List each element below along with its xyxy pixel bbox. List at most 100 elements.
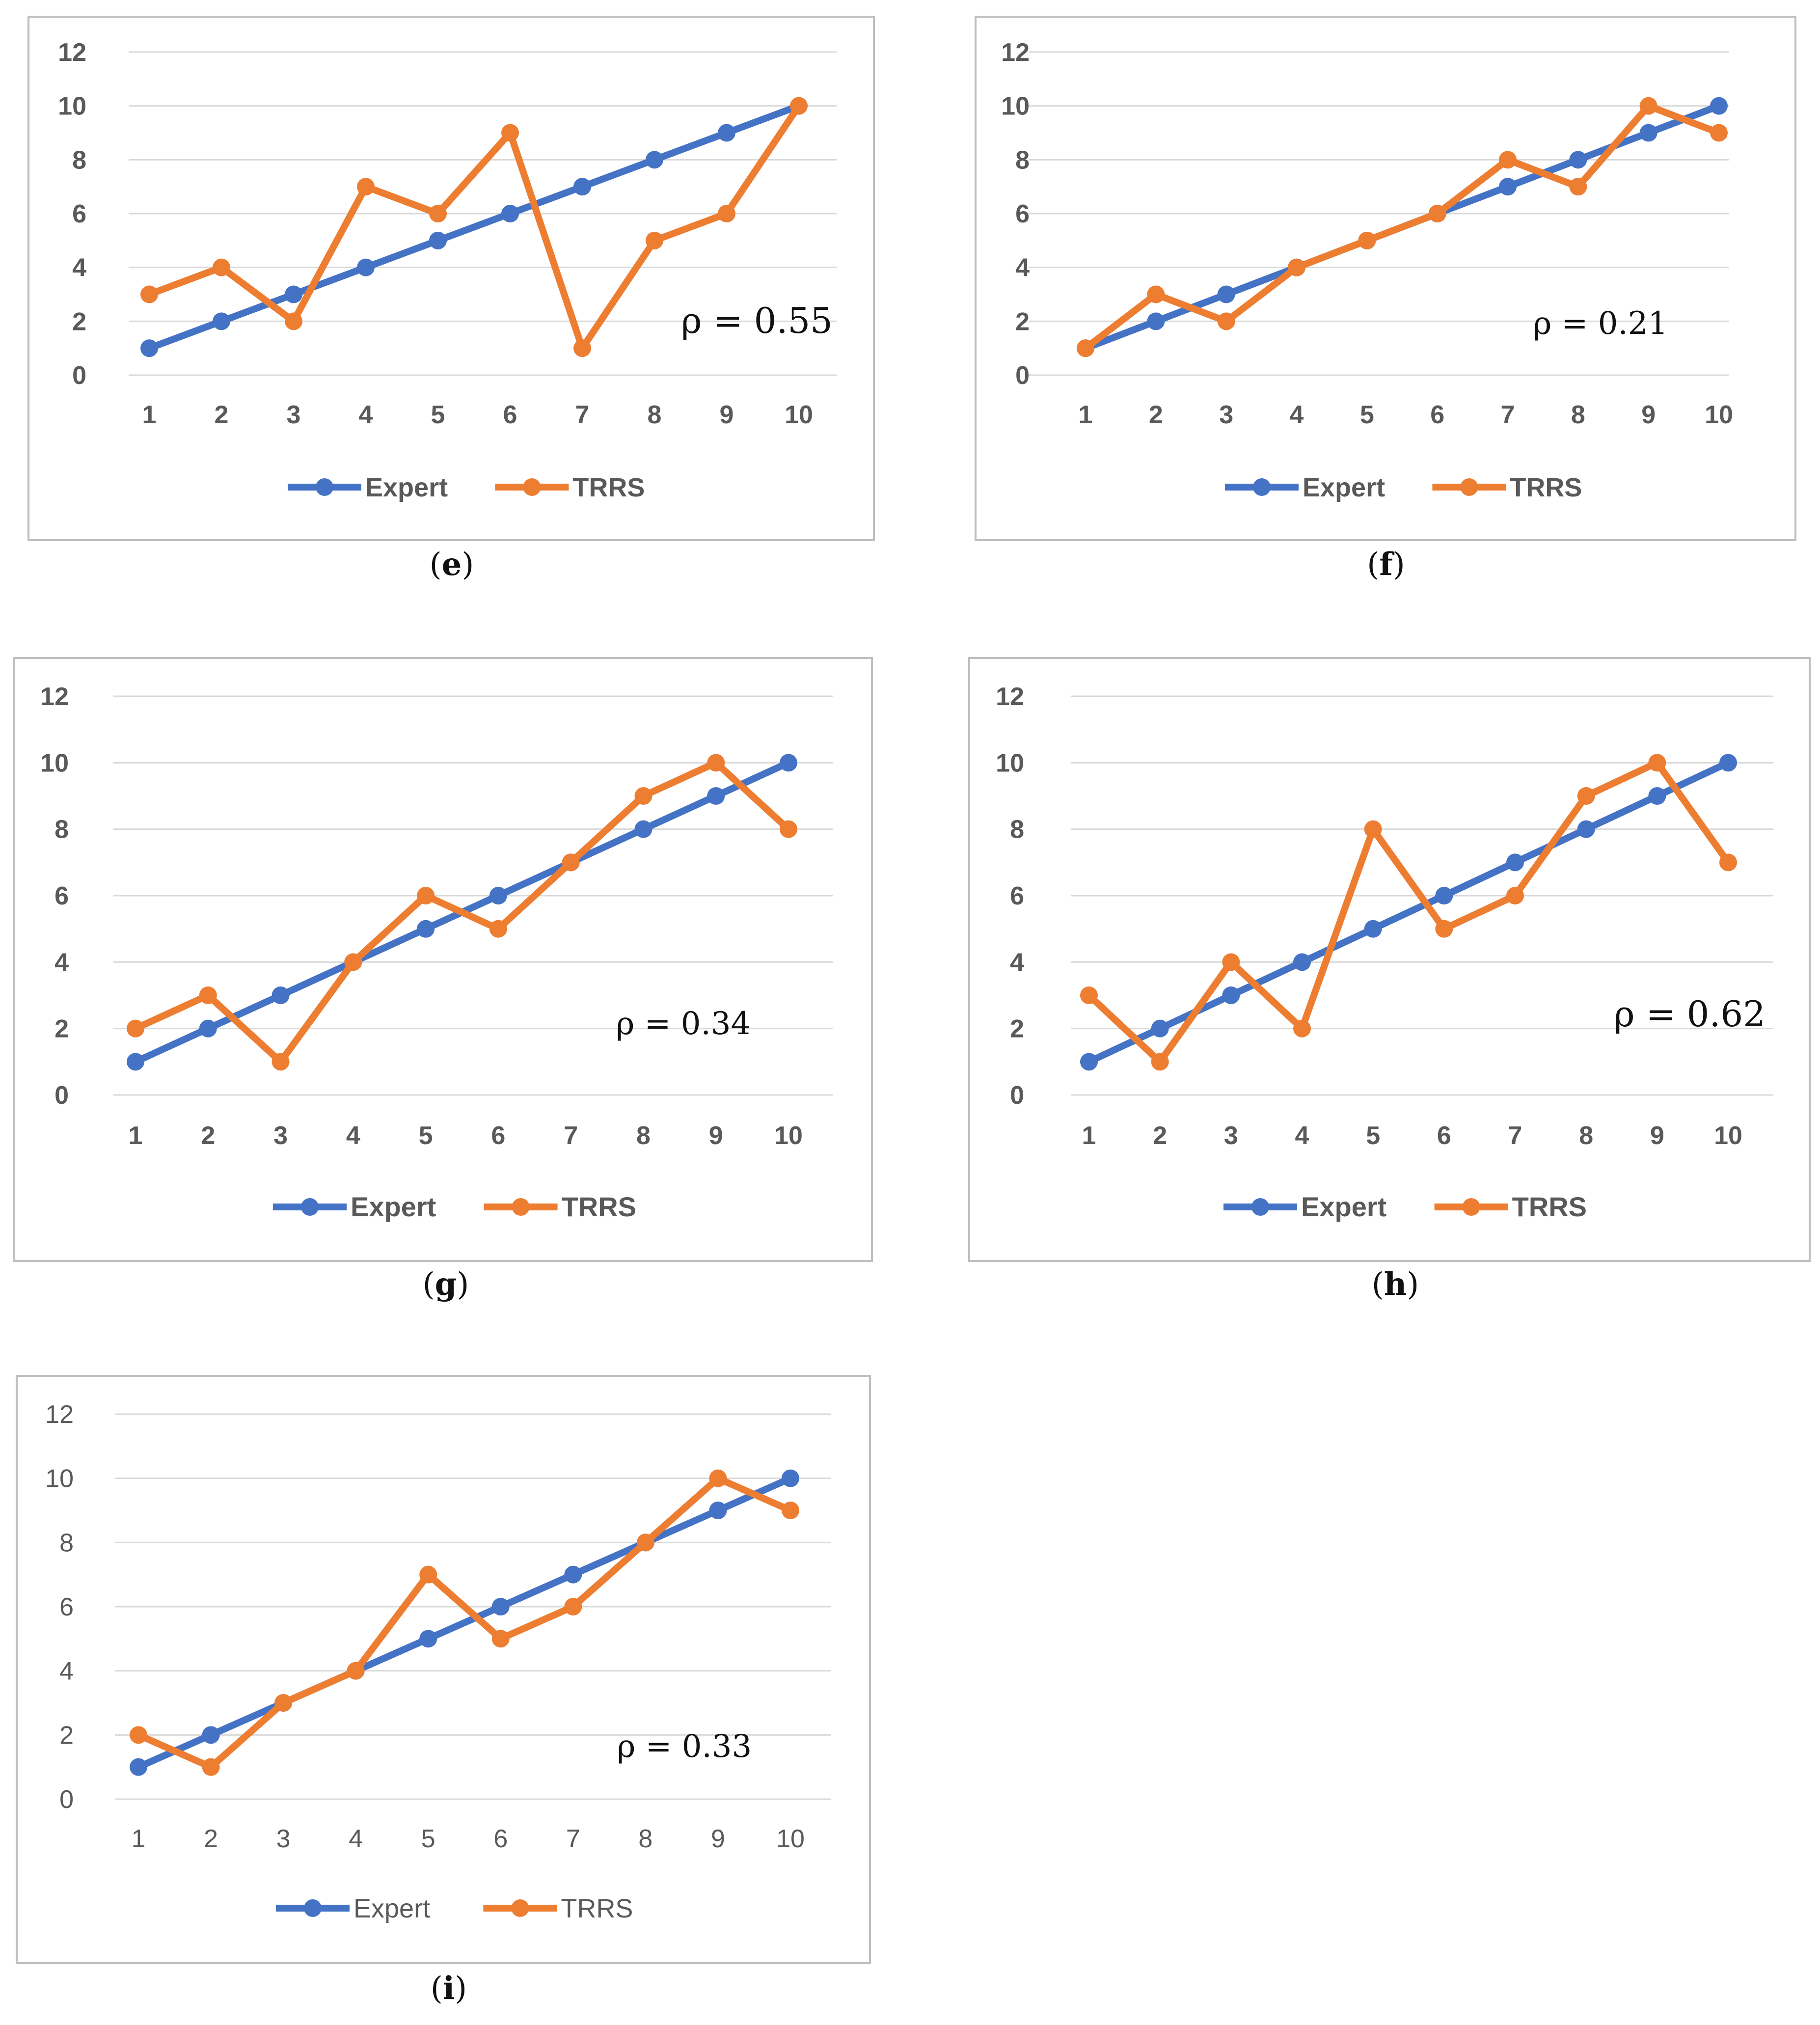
- chart-g-x-tick-label: 6: [491, 1122, 505, 1150]
- chart-e-series-trrs-point: [140, 285, 158, 303]
- chart-g-x-tick-label: 4: [346, 1122, 360, 1150]
- chart-e-x-tick-label: 4: [359, 401, 373, 429]
- chart-f-x-ticks: 1 2 3 4 5 6 7 8 9 10: [1079, 401, 1733, 429]
- chart-g-y-tick-label: 10: [40, 749, 69, 777]
- chart-i-y-tick-label: 10: [45, 1465, 74, 1493]
- chart-e-series-trrs-line: [148, 104, 802, 356]
- chart-i-legend-trrs-swatch-marker: [511, 1899, 529, 1917]
- chart-g-series-trrs-point: [344, 953, 362, 971]
- chart-f-x-tick-label: 8: [1571, 401, 1585, 429]
- chart-e-series-trrs-point: [501, 124, 519, 142]
- chart-i-series-trrs-point: [274, 1694, 293, 1712]
- chart-h-x-tick-label: 10: [1714, 1122, 1742, 1150]
- chart-f-y-tick-label: 12: [1001, 38, 1030, 67]
- chart-g-y-tick-label: 6: [54, 882, 69, 910]
- chart-e-legend-trrs-label: TRRS: [572, 473, 645, 502]
- chart-g-y-ticks: 0 2 4 6 8 10 12: [40, 683, 69, 1110]
- chart-g-series-trrs-point: [417, 887, 435, 904]
- chart-e-y-tick-label: 12: [58, 38, 86, 67]
- chart-e-rho-annotation: ρ = 0.55: [681, 300, 833, 341]
- chart-i-x-tick-label: 3: [276, 1825, 291, 1853]
- chart-g-y-tick-label: 4: [54, 948, 69, 977]
- chart-h-legend: Expert TRRS: [1223, 1191, 1587, 1222]
- chart-e-series-expert-point: [573, 178, 591, 196]
- chart-f-x-tick-label: 6: [1430, 401, 1444, 429]
- chart-i-x-tick-label: 6: [493, 1825, 508, 1853]
- chart-h-y-tick-label: 2: [1010, 1015, 1024, 1043]
- chart-f-legend-trrs-label: TRRS: [1510, 473, 1582, 502]
- chart-h-series-expert-point: [1506, 853, 1524, 872]
- chart-h-series-trrs-point: [1364, 820, 1382, 838]
- chart-h-legend-trrs-swatch-marker: [1462, 1198, 1480, 1216]
- chart-g-series-expert-point: [634, 820, 652, 838]
- chart-g-legend-trrs-swatch-marker: [512, 1198, 530, 1216]
- chart-h-series-expert-point: [1151, 1019, 1169, 1038]
- chart-i-series-expert-point: [491, 1598, 510, 1615]
- chart-f-frame: [975, 16, 1796, 541]
- chart-i-series-expert-point: [202, 1726, 220, 1744]
- chart-e-legend: Expert TRRS: [288, 473, 645, 502]
- chart-h-legend-expert-label: Expert: [1301, 1191, 1386, 1222]
- chart-h-y-tick-label: 6: [1010, 882, 1024, 910]
- chart-e-series-expert-line: [148, 103, 800, 352]
- chart-h-series-trrs-point: [1719, 853, 1737, 872]
- chart-panel-f: 0 2 4 6 8 10 12 1 2 3 4 5 6 7 8 9 10 ρ = 0.21 Expert TRR…: [975, 16, 1796, 541]
- chart-i-series-trrs-point: [564, 1598, 582, 1615]
- chart-i-legend-trrs-label: TRRS: [561, 1894, 633, 1923]
- chart-h-x-tick-label: 6: [1437, 1122, 1451, 1150]
- chart-h-gridlines: [1071, 695, 1773, 1096]
- chart-f-series-trrs-point: [1428, 205, 1446, 222]
- chart-f-series: [1077, 97, 1728, 357]
- chart-g-legend-expert-label: Expert: [351, 1191, 436, 1222]
- chart-h-x-tick-label: 8: [1579, 1122, 1593, 1150]
- chart-i-series-expert-point: [782, 1469, 799, 1487]
- chart-e-x-tick-label: 7: [575, 401, 590, 429]
- chart-h-series-expert-point: [1719, 754, 1737, 772]
- chart-i-series-trrs-point: [491, 1630, 510, 1648]
- chart-f-rho-annotation: ρ = 0.21: [1533, 305, 1668, 342]
- chart-e-series-expert-point: [140, 339, 158, 357]
- chart-h-x-tick-label: 1: [1082, 1122, 1096, 1150]
- chart-f-legend-trrs-swatch-marker: [1460, 478, 1478, 496]
- chart-i-gridlines: [115, 1413, 831, 1800]
- chart-f-series-trrs-point: [1077, 339, 1094, 357]
- chart-h-x-ticks: 1 2 3 4 5 6 7 8 9 10: [1082, 1122, 1742, 1150]
- chart-g-series-trrs-point: [489, 920, 507, 938]
- chart-h-y-tick-label: 12: [996, 683, 1024, 711]
- chart-g-series-trrs-point: [127, 1019, 144, 1038]
- chart-f-y-tick-label: 2: [1015, 307, 1030, 336]
- chart-g-x-tick-label: 10: [774, 1122, 803, 1150]
- chart-e-series-trrs-point: [646, 231, 663, 249]
- chart-e-y-tick-label: 6: [72, 200, 86, 228]
- chart-f-y-tick-label: 10: [1001, 92, 1030, 121]
- chart-g-x-tick-label: 2: [201, 1122, 215, 1150]
- chart-h-series-trrs-point: [1506, 887, 1524, 904]
- caption-e: (e): [429, 546, 474, 583]
- chart-h-series: [1080, 754, 1737, 1071]
- chart-i-series-trrs-point: [709, 1469, 727, 1487]
- chart-i-y-tick-label: 4: [59, 1657, 74, 1686]
- chart-f-series-expert-point: [1217, 285, 1235, 303]
- chart-e-series-trrs-point: [429, 205, 447, 222]
- chart-g-series-trrs-point: [562, 853, 580, 872]
- chart-f-y-ticks: 0 2 4 6 8 10 12: [1001, 38, 1030, 390]
- chart-f-x-tick-label: 7: [1501, 401, 1515, 429]
- chart-g-x-ticks: 1 2 3 4 5 6 7 8 9 10: [129, 1122, 803, 1150]
- chart-e-y-tick-label: 8: [72, 146, 86, 174]
- chart-g-series-expert-point: [489, 887, 507, 904]
- chart-i-series-trrs-point: [347, 1662, 365, 1680]
- chart-h-series-trrs-point: [1222, 953, 1240, 971]
- chart-g-legend-trrs-label: TRRS: [562, 1191, 636, 1222]
- chart-i-series-expert-point: [419, 1630, 437, 1648]
- chart-g-rho-annotation: ρ = 0.34: [616, 1006, 751, 1042]
- chart-g-series-trrs-point: [634, 787, 652, 805]
- caption-h: (h): [1371, 1266, 1419, 1303]
- chart-h-series-expert-point: [1364, 920, 1382, 938]
- chart-i-x-tick-label: 8: [638, 1825, 652, 1853]
- chart-panel-g: 0 2 4 6 8 10 12 1 2 3 4 5 6 7 8 9 10 ρ = 0.34 Expert TRR…: [13, 657, 873, 1262]
- chart-e-legend-expert-label: Expert: [365, 473, 448, 502]
- chart-f-series-trrs-point: [1147, 285, 1165, 303]
